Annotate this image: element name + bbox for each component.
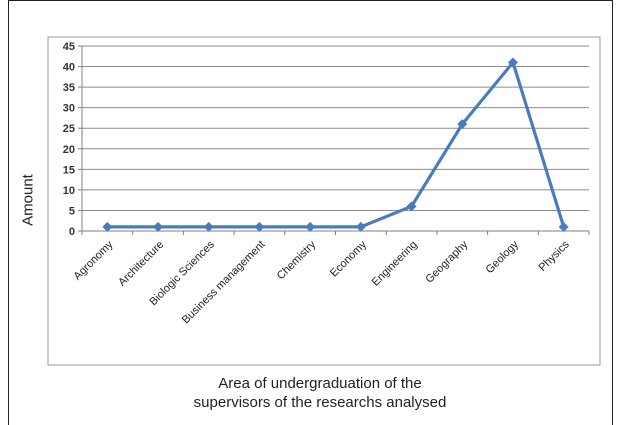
x-category-label: Physics [536, 238, 572, 274]
series-line [107, 60, 566, 229]
x-category-label: Engineering [370, 239, 420, 289]
x-category-label: Architecture [116, 239, 166, 289]
data-point-marker [203, 221, 214, 232]
x-category-label: Business management [180, 239, 268, 327]
data-point-marker [102, 221, 113, 232]
data-markers [102, 57, 569, 232]
data-point-marker [254, 221, 265, 232]
y-tick-label: 15 [63, 164, 75, 176]
x-axis [81, 46, 590, 235]
x-axis-title: Area of undergraduation of the superviso… [70, 374, 570, 412]
data-point-marker [305, 221, 316, 232]
gridlines [82, 45, 589, 232]
y-axis-title: Amount [18, 0, 38, 425]
x-category-label: Geology [484, 238, 522, 276]
y-tick-label: 30 [63, 103, 75, 115]
data-point-marker [457, 119, 468, 130]
y-tick-label: 25 [63, 123, 75, 135]
x-category-label: Agronomy [72, 238, 116, 282]
chart-frame [8, 0, 613, 425]
data-point-marker [355, 221, 366, 232]
y-tick-label: 35 [63, 82, 75, 94]
y-tick-label: 0 [69, 226, 75, 238]
data-point-marker [153, 221, 164, 232]
data-point-marker [558, 221, 569, 232]
series-line-path [107, 60, 566, 229]
x-axis-title-line-1: Area of undergraduation of the [218, 375, 422, 392]
x-category-label: Geography [423, 238, 470, 285]
y-tick-label: 5 [69, 205, 75, 217]
y-tick-label: 40 [63, 62, 75, 74]
y-tick-label: 20 [63, 144, 75, 156]
y-axis-title-text: Amount [19, 174, 37, 226]
y-tick-label: 10 [63, 185, 75, 197]
y-axis-ticks: 0 5 10 15 20 25 30 35 40 45 [63, 41, 82, 238]
data-point-marker [406, 201, 417, 212]
y-tick-label: 45 [63, 41, 75, 53]
x-category-label: Economy [328, 238, 369, 279]
plot-area-border [47, 36, 601, 366]
data-point-marker [507, 57, 518, 68]
x-axis-title-line-2: supervisors of the researchs analysed [193, 394, 447, 411]
x-category-label: Chemistry [275, 238, 319, 282]
